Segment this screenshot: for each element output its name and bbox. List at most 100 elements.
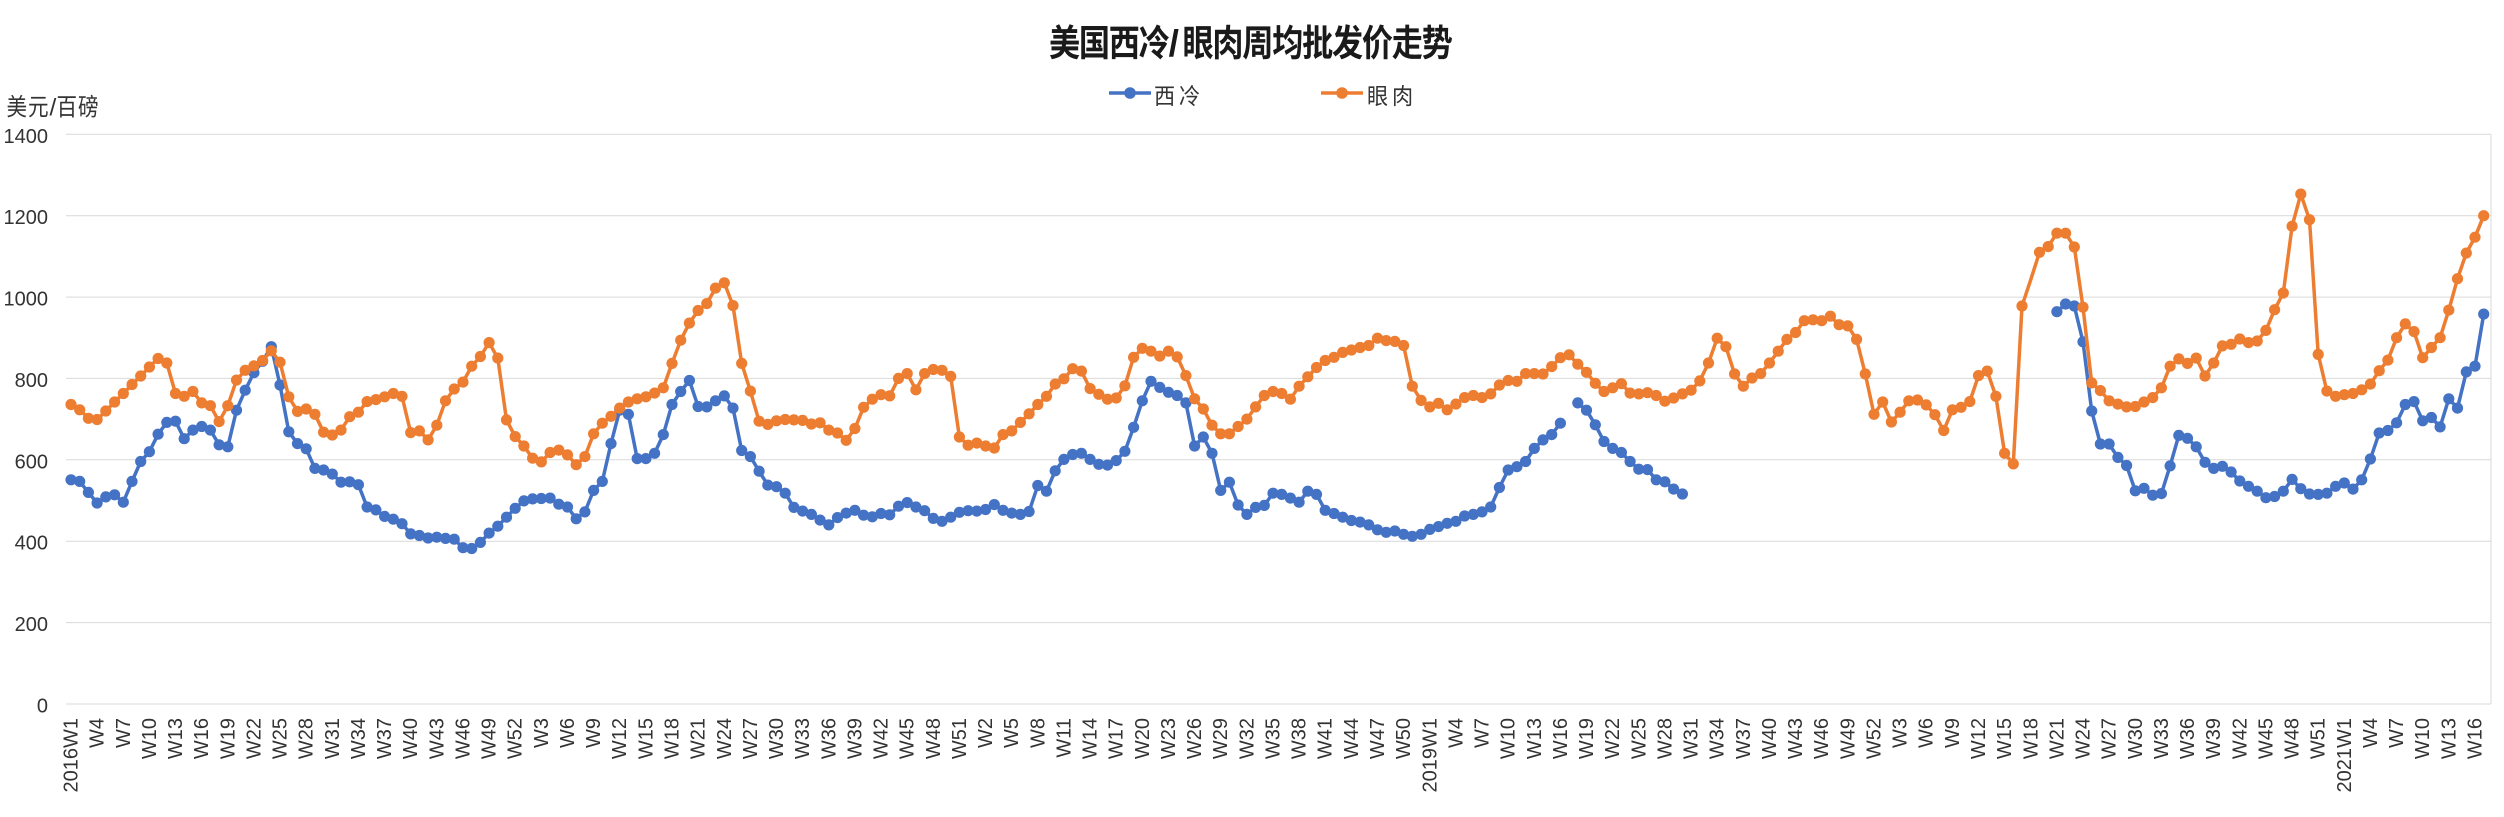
svg-text:W5: W5 — [1001, 718, 1023, 748]
svg-text:W18: W18 — [2020, 718, 2042, 759]
svg-text:W33: W33 — [792, 718, 814, 759]
svg-text:W51: W51 — [2308, 718, 2330, 759]
svg-text:400: 400 — [15, 533, 48, 555]
svg-text:W38: W38 — [1289, 718, 1311, 759]
svg-text:W42: W42 — [2229, 718, 2251, 759]
svg-text:200: 200 — [15, 614, 48, 636]
svg-text:W52: W52 — [505, 718, 527, 759]
svg-text:W30: W30 — [2125, 718, 2147, 759]
svg-text:/: / — [1169, 23, 1179, 64]
svg-text:W16: W16 — [1550, 718, 1572, 759]
svg-text:W35: W35 — [1263, 718, 1285, 759]
svg-text:2021W1: 2021W1 — [2334, 718, 2356, 793]
svg-text:W22: W22 — [243, 718, 265, 759]
svg-text:W26: W26 — [1184, 718, 1206, 759]
svg-text:W31: W31 — [322, 718, 344, 759]
svg-text:W15: W15 — [635, 718, 657, 759]
svg-text:W31: W31 — [1681, 718, 1703, 759]
svg-text:W52: W52 — [1864, 718, 1886, 759]
svg-text:W24: W24 — [2073, 718, 2095, 759]
svg-text:W3: W3 — [1890, 718, 1912, 748]
svg-text:1200: 1200 — [4, 207, 49, 229]
svg-text:W37: W37 — [374, 718, 396, 759]
svg-text:W23: W23 — [1158, 718, 1180, 759]
svg-text:W49: W49 — [1837, 718, 1859, 759]
svg-text:W4: W4 — [87, 718, 109, 748]
svg-text:W21: W21 — [2046, 718, 2068, 759]
svg-text:W45: W45 — [2255, 718, 2277, 759]
svg-text:/: / — [50, 95, 57, 122]
svg-text:W19: W19 — [1576, 718, 1598, 759]
svg-text:800: 800 — [15, 370, 48, 392]
svg-text:W4: W4 — [1445, 718, 1467, 748]
svg-text:W27: W27 — [2099, 718, 2121, 759]
svg-text:W13: W13 — [2438, 718, 2460, 759]
svg-text:W12: W12 — [1968, 718, 1990, 759]
svg-text:W41: W41 — [1315, 718, 1337, 759]
svg-text:W28: W28 — [1654, 718, 1676, 759]
svg-text:W10: W10 — [2412, 718, 2434, 759]
svg-text:W25: W25 — [270, 718, 292, 759]
svg-text:W42: W42 — [871, 718, 893, 759]
svg-text:W24: W24 — [714, 718, 736, 759]
svg-text:W2: W2 — [975, 718, 997, 748]
svg-text:W25: W25 — [1628, 718, 1650, 759]
svg-text:600: 600 — [15, 451, 48, 473]
svg-text:W7: W7 — [1472, 718, 1494, 748]
svg-text:W13: W13 — [1524, 718, 1546, 759]
svg-text:W34: W34 — [348, 718, 370, 759]
svg-text:W9: W9 — [1942, 718, 1964, 748]
svg-text:W19: W19 — [217, 718, 239, 759]
svg-text:2016W1: 2016W1 — [61, 718, 83, 793]
svg-text:W46: W46 — [453, 718, 475, 759]
svg-text:W47: W47 — [1367, 718, 1389, 759]
svg-text:W8: W8 — [1027, 718, 1049, 748]
svg-text:W15: W15 — [1994, 718, 2016, 759]
svg-text:1400: 1400 — [4, 126, 49, 148]
svg-text:W46: W46 — [1811, 718, 1833, 759]
svg-text:W10: W10 — [1498, 718, 1520, 759]
svg-text:W29: W29 — [1210, 718, 1232, 759]
svg-text:W6: W6 — [1916, 718, 1938, 748]
svg-text:W16: W16 — [191, 718, 213, 759]
svg-text:W34: W34 — [1707, 718, 1729, 759]
svg-text:W22: W22 — [1602, 718, 1624, 759]
svg-text:W48: W48 — [923, 718, 945, 759]
svg-text:W40: W40 — [400, 718, 422, 759]
svg-text:W12: W12 — [609, 718, 631, 759]
svg-text:W40: W40 — [1759, 718, 1781, 759]
svg-text:W49: W49 — [479, 718, 501, 759]
svg-text:W21: W21 — [688, 718, 710, 759]
svg-text:W17: W17 — [1106, 718, 1128, 759]
svg-text:1000: 1000 — [4, 289, 49, 311]
svg-text:W33: W33 — [2151, 718, 2173, 759]
svg-text:W43: W43 — [426, 718, 448, 759]
svg-text:2019W1: 2019W1 — [1419, 718, 1441, 793]
svg-text:W11: W11 — [1053, 718, 1075, 758]
svg-text:W39: W39 — [844, 718, 866, 759]
svg-text:W48: W48 — [2282, 718, 2304, 759]
svg-text:W32: W32 — [1236, 718, 1258, 759]
svg-text:W18: W18 — [662, 718, 684, 759]
svg-text:W9: W9 — [583, 718, 605, 748]
svg-text:W13: W13 — [165, 718, 187, 759]
svg-text:W50: W50 — [1393, 718, 1415, 759]
svg-text:W20: W20 — [1132, 718, 1154, 759]
svg-text:W7: W7 — [113, 718, 135, 748]
svg-text:W4: W4 — [2360, 718, 2382, 748]
svg-text:W36: W36 — [818, 718, 840, 759]
svg-text:W43: W43 — [1785, 718, 1807, 759]
svg-text:W3: W3 — [531, 718, 553, 748]
svg-text:W16: W16 — [2465, 718, 2487, 759]
svg-text:W37: W37 — [1733, 718, 1755, 759]
svg-text:W51: W51 — [949, 718, 971, 759]
svg-text:W28: W28 — [296, 718, 318, 759]
svg-text:W27: W27 — [740, 718, 762, 759]
svg-text:W6: W6 — [557, 718, 579, 748]
svg-text:W10: W10 — [139, 718, 161, 759]
svg-text:W39: W39 — [2203, 718, 2225, 759]
svg-text:W45: W45 — [897, 718, 919, 759]
svg-text:0: 0 — [37, 696, 48, 718]
svg-text:W7: W7 — [2386, 718, 2408, 748]
svg-text:W36: W36 — [2177, 718, 2199, 759]
